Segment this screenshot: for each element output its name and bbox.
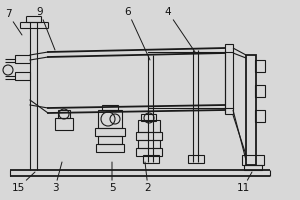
Bar xyxy=(98,136,122,144)
Bar xyxy=(96,144,124,152)
Bar xyxy=(255,85,265,97)
Text: 5: 5 xyxy=(109,162,115,193)
Bar xyxy=(55,118,73,130)
Bar xyxy=(138,120,160,132)
Bar xyxy=(136,148,162,156)
Bar xyxy=(95,128,125,136)
Bar xyxy=(141,114,156,121)
Bar xyxy=(242,155,264,165)
Text: 11: 11 xyxy=(236,172,252,193)
Bar xyxy=(15,55,30,63)
Bar xyxy=(138,140,160,148)
Bar xyxy=(143,155,159,163)
Bar xyxy=(244,165,262,170)
Bar xyxy=(136,132,162,140)
Text: 2: 2 xyxy=(145,162,151,193)
Bar xyxy=(246,55,256,165)
Bar xyxy=(58,110,70,118)
Text: 4: 4 xyxy=(165,7,195,52)
Bar xyxy=(15,72,30,80)
Text: 15: 15 xyxy=(11,172,35,193)
Bar xyxy=(188,155,204,163)
Bar xyxy=(255,110,265,122)
Text: 9: 9 xyxy=(37,7,55,50)
Bar xyxy=(255,60,265,72)
Bar xyxy=(98,110,122,128)
Bar xyxy=(102,105,118,110)
Text: 6: 6 xyxy=(125,7,150,60)
Text: 3: 3 xyxy=(52,162,62,193)
Bar xyxy=(225,44,233,114)
Text: 7: 7 xyxy=(5,9,22,35)
